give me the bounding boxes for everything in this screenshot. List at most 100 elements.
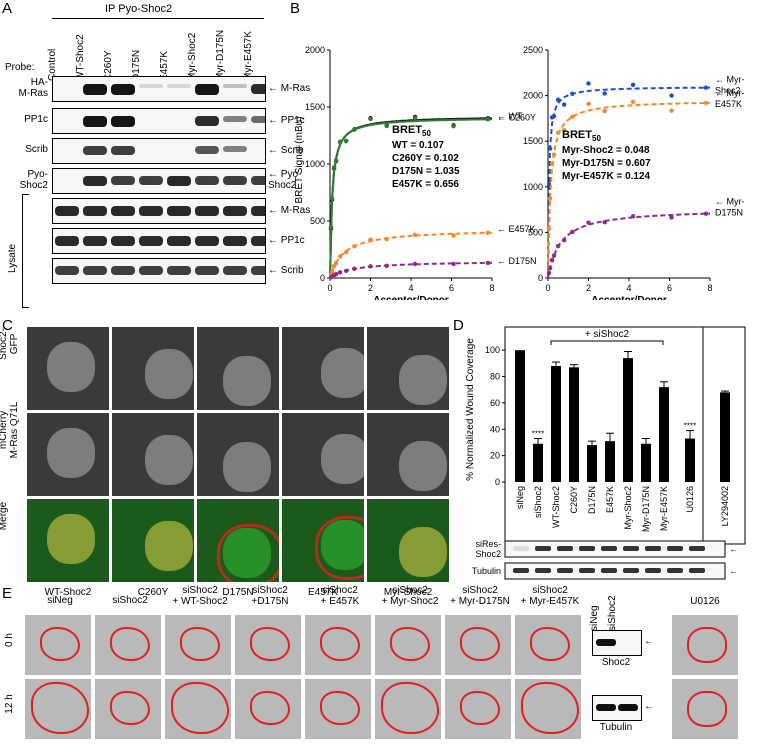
b-right-xtick-label: 6 [667, 283, 672, 293]
e-blot-band [596, 639, 616, 646]
b-left-point [331, 263, 337, 269]
wound-image [165, 615, 231, 675]
b-left-bret-line: C260Y = 0.102 [392, 153, 459, 164]
cell-shape [145, 349, 193, 399]
d-blot-band [645, 546, 661, 551]
b-right-ytick-label: 500 [528, 227, 543, 237]
b-right-point [555, 243, 561, 249]
micrograph [367, 327, 449, 410]
b-left-ytick-label: 1000 [305, 159, 325, 169]
band-label-1: ← PP1c [268, 115, 305, 126]
d-bar-9 [685, 438, 695, 482]
d-ytick-label: 100 [485, 345, 500, 355]
wound-image [95, 615, 161, 675]
blot-band [167, 266, 191, 275]
blot-band [139, 206, 163, 216]
lane-label-1: WT-Shoc2 [75, 34, 86, 81]
wound-image [235, 615, 301, 675]
wound-image [445, 615, 511, 675]
b-left-point [352, 127, 357, 133]
b-right-ytick-label: 1500 [523, 136, 543, 146]
d-ytick-label: 20 [490, 451, 500, 461]
b-right-bret-line: Myr-D175N = 0.607 [562, 158, 651, 169]
probe-label-0: HA- M-Ras [18, 77, 48, 99]
blot-band [83, 146, 107, 155]
b-ylabel: BRET Signal (mBu) [294, 116, 305, 203]
b-right-point [547, 265, 553, 271]
b-left-point [368, 237, 373, 242]
probe-label-2: Scrib [25, 144, 48, 155]
d-bar-8 [659, 387, 669, 482]
b-right-point [546, 226, 552, 232]
b-left-point [412, 261, 418, 267]
blot-band [251, 236, 265, 246]
blot-band [195, 266, 219, 275]
d-category-7: Myr-D175N [641, 486, 651, 532]
d-bar-10 [720, 392, 730, 482]
panel-d-chart: % Normalized Wound Coverage 0 20 40 60 80 100 s… [465, 326, 746, 580]
b-left-point [451, 233, 456, 238]
wound-outline [390, 627, 430, 661]
b-right-point [555, 130, 561, 135]
cell-shape [399, 355, 447, 405]
d-bar-3 [569, 367, 579, 482]
e-blot-label-0: Shoc2 [601, 657, 631, 668]
cell-shape [47, 514, 95, 564]
blot-row-1 [52, 108, 266, 134]
b-right-point [586, 101, 591, 107]
d-bracket [550, 340, 664, 345]
wound-outline [521, 682, 579, 734]
b-left-curve-2 [329, 231, 492, 279]
blot-band [195, 236, 219, 246]
blot-band [223, 84, 247, 88]
b-left-point [352, 244, 357, 249]
micrograph [367, 499, 449, 582]
micrograph [112, 499, 194, 582]
d-blot-band [513, 546, 529, 551]
b-left-point [331, 165, 337, 170]
b-left-curve-3 [329, 261, 492, 279]
panel-b-label: B [290, 0, 301, 17]
b-left-ytick-label: 1500 [305, 102, 325, 112]
e-col-label-4: siShoc2 + E457K [320, 585, 360, 607]
b-left-point [333, 272, 339, 277]
cell-shape [47, 342, 95, 392]
e-blot-lane-0: siNeg [589, 605, 600, 631]
d-blot-band [601, 546, 617, 551]
c-col-label-1: C260Y [137, 587, 169, 598]
blot-band [195, 146, 219, 154]
blot-band [83, 176, 107, 186]
d-bar-0 [515, 350, 525, 482]
b-left-xtick-label: 0 [327, 283, 332, 293]
b-right-bret-line: Myr-Shoc2 = 0.048 [562, 145, 650, 156]
e-row-label-0: 0 h [4, 633, 15, 647]
wound-image-u0126 [672, 615, 738, 675]
d-ytick-label: 80 [490, 372, 500, 382]
b-right-point [630, 214, 636, 219]
b-right-point [703, 100, 709, 106]
d-blot-band [689, 546, 705, 551]
b-right-point [586, 220, 591, 225]
blot-band [55, 206, 79, 216]
e-blot-band [618, 704, 638, 711]
band-label-4: ← M-Ras [268, 205, 311, 216]
b-right-bret-title: BRET [562, 129, 592, 141]
lysate-bracket [22, 194, 29, 308]
blot-band [223, 206, 247, 216]
cell-shape [399, 527, 447, 577]
b-left-point [485, 117, 491, 122]
wound-outline [180, 627, 220, 661]
panel-c-label: C [2, 317, 13, 334]
b-left-ytick-label: 500 [310, 216, 325, 226]
micrograph [282, 499, 364, 582]
b-left-xlabel: Acceptor/Donor [373, 295, 449, 300]
b-left-ytick-label: 2000 [305, 45, 325, 55]
c-row-label-2: Merge [0, 501, 9, 530]
b-left-bret-sub: 50 [422, 129, 431, 138]
b-right-point [602, 108, 607, 114]
wound-image [25, 679, 91, 739]
wound-outline [40, 627, 80, 661]
b-right-point [549, 161, 555, 167]
c-row-label-1: mCherry M-Ras Q71L [0, 401, 20, 458]
blot-row-3 [52, 168, 266, 194]
